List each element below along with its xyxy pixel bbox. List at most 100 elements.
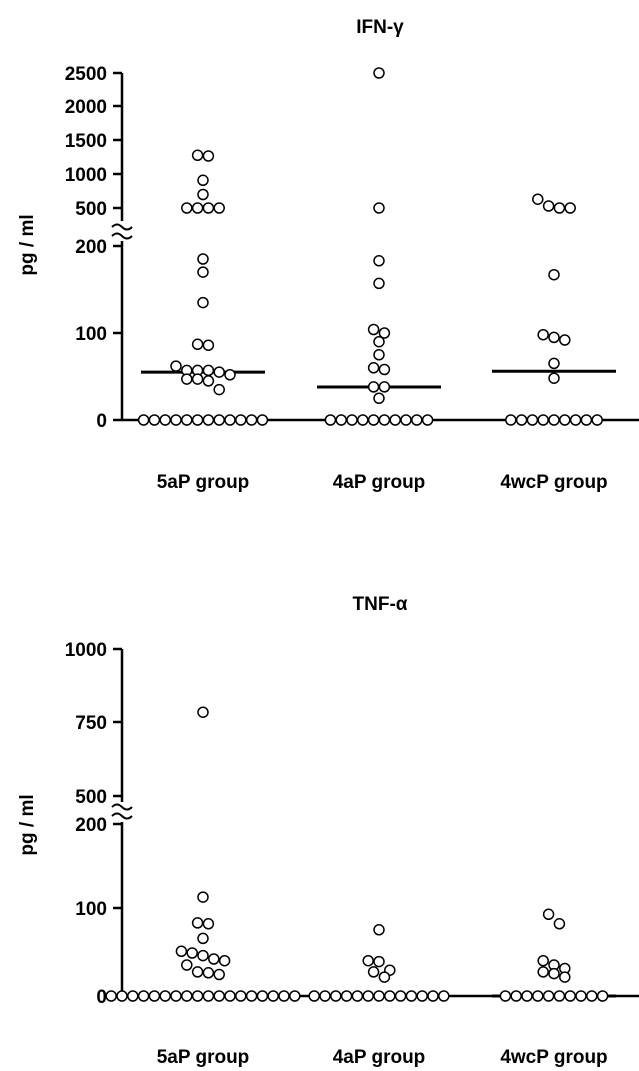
ifn-gamma-tick-100: 100 bbox=[75, 324, 107, 345]
ifn-gamma-category-5ap: 5aP group bbox=[157, 472, 250, 493]
tnf-alpha-data-point bbox=[213, 990, 225, 1002]
ifn-gamma-title: IFN-γ bbox=[356, 17, 404, 38]
tnf-alpha-data-point bbox=[537, 966, 549, 978]
ifn-gamma-data-point bbox=[202, 339, 215, 351]
tnf-alpha-tick-500: 500 bbox=[75, 787, 107, 808]
ifn-gamma-y-axis-label: pg / ml bbox=[17, 214, 38, 275]
ifn-gamma-data-point bbox=[378, 414, 391, 426]
tnf-alpha-axis-break-icon bbox=[111, 803, 133, 820]
ifn-gamma-panel: IFN-γ pg / ml 2500 2000 1500 1000 500 20… bbox=[17, 17, 639, 493]
ifn-gamma-data-point bbox=[505, 414, 517, 426]
ifn-gamma-data-point bbox=[548, 414, 560, 426]
ifn-gamma-data-point bbox=[357, 414, 369, 426]
tnf-alpha-data-point bbox=[596, 990, 609, 1002]
ifn-gamma-data-point bbox=[202, 375, 215, 387]
ifn-gamma-data-point bbox=[181, 202, 193, 214]
tnf-alpha-data-point bbox=[499, 990, 512, 1002]
ifn-gamma-data-point bbox=[202, 202, 215, 214]
ifn-gamma-data-point bbox=[548, 357, 560, 370]
ifn-gamma-data-point bbox=[373, 277, 385, 290]
ifn-gamma-data-point bbox=[159, 414, 171, 426]
tnf-alpha-data-point bbox=[224, 990, 236, 1002]
ifn-gamma-data-point bbox=[181, 414, 193, 426]
tnf-alpha-data-point bbox=[575, 990, 587, 1002]
ifn-gamma-data-point bbox=[191, 149, 204, 162]
ifn-gamma-data-point bbox=[373, 335, 385, 348]
ifn-gamma-data-point bbox=[191, 202, 204, 214]
ifn-gamma-data-point bbox=[213, 366, 225, 378]
tnf-alpha-data-point bbox=[191, 917, 204, 929]
ifn-gamma-data-point bbox=[170, 414, 182, 426]
tnf-alpha-data-point bbox=[362, 954, 374, 967]
tnf-alpha-data-point bbox=[362, 990, 374, 1002]
ifn-gamma-data-point bbox=[378, 327, 391, 339]
tnf-alpha-data-point bbox=[181, 959, 193, 971]
tnf-alpha-data-point bbox=[105, 990, 117, 1002]
ifn-gamma-data-point bbox=[191, 373, 204, 385]
tnf-alpha-data-point bbox=[553, 918, 566, 930]
ifn-gamma-data-point bbox=[197, 296, 209, 309]
tnf-alpha-data-point bbox=[218, 954, 231, 967]
tnf-alpha-data-point bbox=[202, 918, 215, 930]
tnf-alpha-data-point bbox=[351, 990, 364, 1002]
ifn-gamma-data-point bbox=[245, 414, 258, 426]
tnf-alpha-data-point bbox=[394, 990, 407, 1002]
tnf-alpha-data-point bbox=[340, 990, 353, 1002]
ifn-gamma-data-point bbox=[532, 193, 544, 205]
tnf-alpha-data-point bbox=[191, 990, 204, 1002]
tnf-alpha-data-point bbox=[416, 990, 428, 1002]
tnf-alpha-data-point bbox=[186, 947, 198, 959]
ifn-gamma-data-point bbox=[421, 414, 434, 426]
ifn-gamma-data-point bbox=[515, 414, 528, 426]
tnf-alpha-data-point bbox=[170, 990, 182, 1002]
ifn-gamma-y-axis: 2500 2000 1500 1000 500 200 100 0 bbox=[65, 64, 133, 432]
tnf-alpha-data-point bbox=[559, 971, 571, 983]
ifn-gamma-data-point bbox=[373, 67, 385, 79]
tnf-alpha-data-point bbox=[367, 966, 380, 978]
tnf-alpha-category-4ap: 4aP group bbox=[333, 1047, 426, 1068]
ifn-gamma-data-point bbox=[526, 414, 539, 426]
ifn-gamma-data-point bbox=[373, 349, 385, 361]
tnf-alpha-data-point bbox=[289, 990, 301, 1002]
tnf-alpha-data-point bbox=[553, 990, 566, 1002]
ifn-gamma-data-point bbox=[591, 414, 603, 426]
ifn-gamma-data-point bbox=[542, 200, 555, 212]
tnf-alpha-data-point bbox=[373, 990, 385, 1002]
tnf-alpha-data-point bbox=[373, 955, 385, 968]
ifn-gamma-data-point bbox=[373, 392, 385, 405]
ifn-gamma-data-point bbox=[367, 414, 380, 426]
tnf-alpha-data-point bbox=[405, 990, 418, 1002]
tnf-alpha-data-point bbox=[521, 990, 533, 1002]
ifn-gamma-data-point bbox=[197, 253, 209, 265]
ifn-gamma-data-point bbox=[213, 383, 225, 396]
ifn-gamma-data-point bbox=[197, 266, 209, 278]
ifn-gamma-data-point bbox=[324, 414, 337, 426]
ifn-gamma-data-point bbox=[537, 328, 549, 341]
ifn-gamma-data-point bbox=[224, 414, 236, 426]
ifn-gamma-data-point bbox=[548, 268, 560, 281]
tnf-alpha-data-point bbox=[116, 990, 128, 1002]
tnf-alpha-data-point bbox=[427, 990, 439, 1002]
tnf-alpha-data-point bbox=[137, 990, 150, 1002]
tnf-alpha-data-point bbox=[197, 706, 209, 718]
ifn-gamma-data-point bbox=[170, 360, 182, 372]
ifn-gamma-axis-break-icon bbox=[111, 223, 133, 240]
tnf-alpha-data-point bbox=[148, 990, 161, 1002]
tnf-alpha-data-point bbox=[564, 990, 576, 1002]
tnf-alpha-data-point bbox=[175, 945, 188, 958]
ifn-gamma-data-point bbox=[256, 414, 269, 426]
ifn-gamma-data-point bbox=[191, 338, 204, 351]
ifn-gamma-tick-200: 200 bbox=[75, 237, 107, 258]
tnf-alpha-category-4wcp: 4wcP group bbox=[500, 1047, 607, 1068]
ifn-gamma-data-point bbox=[373, 255, 385, 267]
tnf-alpha-data-point bbox=[542, 908, 555, 921]
tnf-alpha-data-point bbox=[319, 990, 331, 1002]
ifn-gamma-data-point bbox=[335, 414, 347, 426]
ifn-gamma-data-point bbox=[389, 414, 401, 426]
ifn-gamma-data-point bbox=[367, 381, 380, 393]
ifn-gamma-data-point bbox=[197, 174, 209, 187]
ifn-gamma-data-point bbox=[564, 202, 576, 214]
tnf-alpha-data-point bbox=[384, 990, 396, 1002]
tnf-alpha-tick-200: 200 bbox=[75, 815, 107, 836]
